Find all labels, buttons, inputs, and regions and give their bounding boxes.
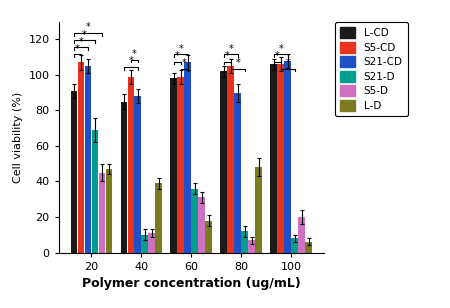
Text: *: *: [178, 44, 183, 54]
Bar: [77, 63, 84, 253]
Bar: [148, 233, 155, 253]
Y-axis label: Cell viability (%): Cell viability (%): [13, 91, 23, 183]
Bar: [191, 188, 198, 253]
Text: *: *: [228, 44, 233, 54]
X-axis label: Polymer concentration (ug/mL): Polymer concentration (ug/mL): [82, 277, 301, 290]
Bar: [305, 242, 312, 253]
Bar: [184, 63, 191, 253]
Bar: [284, 61, 291, 253]
Bar: [234, 93, 241, 253]
Bar: [220, 71, 227, 253]
Bar: [227, 66, 234, 253]
Bar: [85, 66, 91, 253]
Bar: [270, 64, 277, 253]
Bar: [248, 240, 255, 253]
Text: *: *: [175, 51, 180, 61]
Bar: [141, 235, 148, 253]
Text: *: *: [182, 58, 187, 68]
Text: *: *: [235, 58, 240, 68]
Text: *: *: [225, 51, 230, 61]
Bar: [277, 64, 284, 253]
Bar: [135, 96, 141, 253]
Bar: [298, 217, 305, 253]
Bar: [71, 91, 77, 253]
Text: *: *: [275, 51, 279, 61]
Text: *: *: [128, 56, 133, 66]
Bar: [255, 167, 262, 253]
Bar: [198, 197, 205, 253]
Text: *: *: [278, 44, 283, 54]
Legend: L-CD, S5-CD, S21-CD, S21-D, S5-D, L-D: L-CD, S5-CD, S21-CD, S21-D, S5-D, L-D: [334, 22, 408, 116]
Bar: [241, 231, 248, 253]
Text: *: *: [285, 58, 290, 68]
Text: *: *: [75, 44, 80, 54]
Bar: [99, 172, 105, 253]
Bar: [155, 183, 162, 253]
Bar: [205, 221, 212, 253]
Bar: [106, 169, 112, 253]
Bar: [177, 77, 184, 253]
Bar: [291, 238, 298, 253]
Bar: [91, 130, 98, 253]
Text: *: *: [132, 49, 137, 59]
Text: *: *: [86, 22, 90, 32]
Bar: [121, 102, 127, 253]
Bar: [171, 79, 177, 253]
Bar: [127, 77, 134, 253]
Text: *: *: [82, 30, 87, 39]
Text: *: *: [78, 37, 83, 47]
